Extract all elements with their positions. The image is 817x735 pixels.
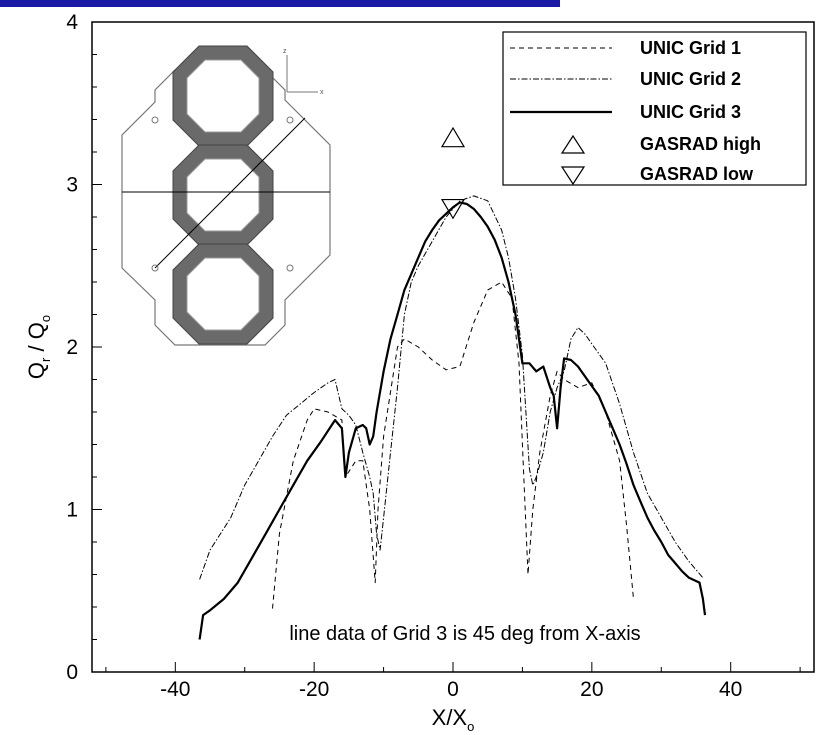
series-layer <box>198 126 707 640</box>
inset-octagon-middle <box>172 144 274 246</box>
svg-text:z: z <box>283 48 287 55</box>
inset-axis-indicator: z x <box>283 48 324 96</box>
y-tick-label: 0 <box>66 661 78 684</box>
x-tick-label: 40 <box>719 678 742 701</box>
point-gasrad-low <box>440 198 466 220</box>
svg-text:x: x <box>320 89 324 96</box>
y-axis-title-r-sub: r <box>38 357 53 362</box>
series-line-unic-grid-2 <box>199 195 704 580</box>
inset-port-marker <box>151 116 159 124</box>
y-axis-title-q: Q <box>24 362 49 379</box>
x-tick-label: -20 <box>299 678 329 701</box>
y-axis-title-sep: / Q <box>24 322 49 357</box>
series-line-unic-grid-1 <box>272 281 634 609</box>
legend-label-gasrad-low: GASRAD low <box>640 164 754 184</box>
legend: UNIC Grid 1 UNIC Grid 2 UNIC Grid 3 GASR… <box>502 31 807 186</box>
x-tick-label: 0 <box>447 678 459 701</box>
y-tick-label: 3 <box>66 174 78 197</box>
legend-label-grid-1: UNIC Grid 1 <box>640 38 741 58</box>
top-accent-bar <box>0 0 560 7</box>
legend-label-grid-3: UNIC Grid 3 <box>640 102 741 122</box>
chart-annotation: line data of Grid 3 is 45 deg from X-axi… <box>289 623 640 645</box>
inset-diagonal-line <box>154 117 306 269</box>
inset-outline <box>121 69 331 346</box>
x-tick-label: 20 <box>580 678 603 701</box>
inset-port-marker <box>286 264 294 272</box>
y-tick-label: 2 <box>66 336 78 359</box>
axis-ticks: -40 -20 0 20 40 0 1 2 3 4 <box>66 11 801 701</box>
y-tick-label: 1 <box>66 499 78 522</box>
y-axis-title-o-sub: o <box>38 315 53 322</box>
inset-octagon-top <box>172 45 274 147</box>
x-tick-label: -40 <box>160 678 190 701</box>
legend-label-grid-2: UNIC Grid 2 <box>640 69 741 89</box>
series-line-unic-grid-3 <box>198 201 707 640</box>
legend-marker-gasrad-high <box>560 134 586 154</box>
inset-geometry-diagram: z x <box>121 45 331 346</box>
y-axis-title: Qr / Qo <box>24 315 53 379</box>
x-axis-title: X/Xo <box>432 705 475 734</box>
x-axis-title-sub: o <box>467 719 474 734</box>
point-gasrad-high <box>440 126 466 148</box>
legend-marker-gasrad-low <box>560 166 586 186</box>
inset-port-marker <box>286 116 294 124</box>
inset-port-marker <box>151 264 159 272</box>
legend-label-gasrad-high: GASRAD high <box>640 134 761 154</box>
inset-octagon-bottom <box>172 243 274 345</box>
y-tick-label: 4 <box>66 11 78 34</box>
legend-box <box>502 31 807 186</box>
x-axis-title-main: X/X <box>432 705 468 730</box>
